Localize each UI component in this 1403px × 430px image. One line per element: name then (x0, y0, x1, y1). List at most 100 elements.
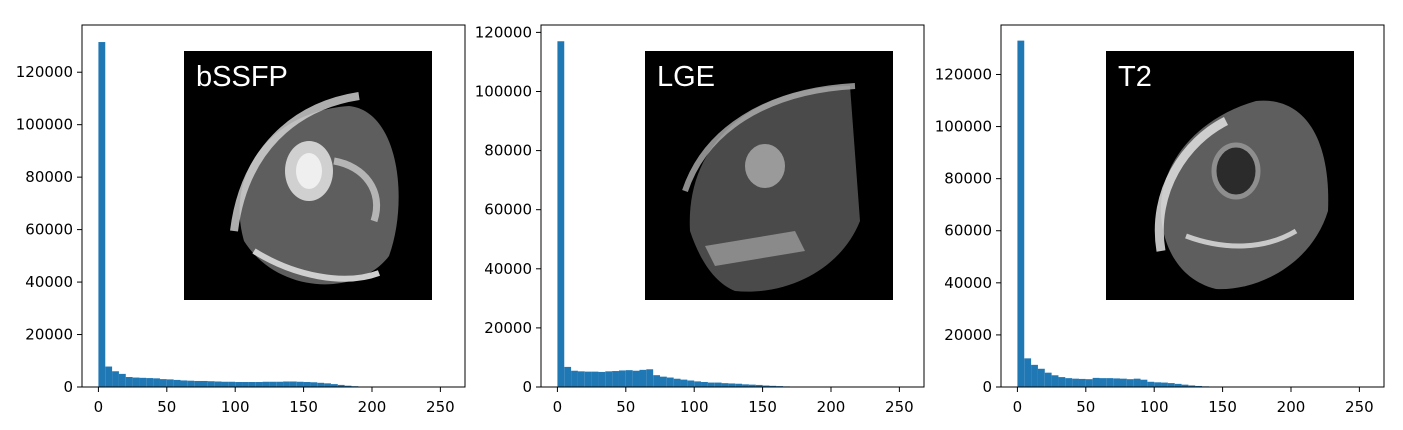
histogram-bar (735, 383, 743, 387)
histogram-bar (1044, 372, 1052, 387)
histogram-bar (584, 371, 592, 387)
histogram-bar (180, 380, 188, 387)
histogram-bar (1126, 379, 1134, 387)
plot-frame (540, 24, 925, 388)
x-tick-label: 100 (221, 398, 250, 416)
histogram-bar (1174, 383, 1182, 387)
histogram-bar (1167, 383, 1175, 387)
x-tick-label: 250 (1345, 398, 1374, 416)
histogram-bar (118, 373, 126, 387)
x-tick-label: 150 (1208, 398, 1237, 416)
y-tick-label: 120000 (935, 65, 992, 83)
y-tick-label: 20000 (944, 326, 992, 344)
bssfp-histogram: bSSFP 0 50 100 150 200 250 0 20000 40000 60000 8000… (16, 24, 466, 416)
y-tick-label: 120000 (16, 63, 73, 81)
histogram-bar (187, 380, 195, 387)
histogram-bar (694, 381, 702, 387)
x-tick-label: 100 (680, 398, 709, 416)
histogram-bar (598, 371, 606, 387)
y-tick-label: 80000 (25, 168, 73, 186)
histogram-bar (221, 381, 229, 387)
histogram-bar (207, 381, 215, 387)
y-tick-label: 20000 (25, 326, 73, 344)
histogram-bar (1085, 379, 1093, 387)
histogram-bar (618, 370, 626, 387)
x-tick-label: 150 (748, 398, 777, 416)
histogram-bar (639, 369, 647, 387)
histogram-bar (1065, 378, 1073, 387)
histogram-bar (748, 384, 756, 387)
histogram-bar (1017, 40, 1025, 387)
t2-label: T2 (1118, 61, 1152, 93)
y-tick-label: 0 (63, 378, 73, 396)
histogram-bar (269, 381, 277, 387)
histogram-bar (303, 382, 311, 387)
x-tick-label: 250 (885, 398, 914, 416)
histogram-bar (762, 385, 770, 387)
histogram-bar (1106, 378, 1114, 387)
histogram-bar (591, 371, 599, 387)
histogram-bar (1188, 385, 1196, 387)
histogram-bar (1037, 368, 1045, 387)
histogram-bar (721, 383, 729, 387)
histogram-bar (1195, 385, 1203, 387)
histogram-bar (742, 384, 749, 387)
x-tick-label: 50 (616, 398, 635, 416)
histogram-bars (557, 41, 804, 388)
histogram-bar (159, 379, 167, 387)
histogram-bar (646, 369, 654, 387)
histogram-bar (194, 380, 202, 387)
histogram-bar (296, 381, 304, 387)
y-tick-label: 120000 (475, 23, 532, 41)
x-tick-label: 50 (1076, 398, 1095, 416)
x-tick-label: 200 (817, 398, 846, 416)
plot-frame (81, 24, 466, 388)
lge-histogram: LGE 0 50 100 150 200 250 0 20000 40000 60000 80000 1… (475, 23, 925, 416)
x-tick-label: 200 (358, 398, 387, 416)
histogram-bar (605, 371, 613, 387)
histogram-bar (173, 379, 181, 387)
histogram-bar (337, 384, 345, 387)
y-tick-label: 100000 (475, 82, 532, 100)
histogram-bar (714, 382, 722, 387)
histogram-bar (1181, 384, 1189, 387)
histogram-bar (1058, 377, 1066, 387)
x-tick-label: 200 (1277, 398, 1306, 416)
y-tick-label: 100000 (16, 116, 73, 134)
histogram-bar (283, 381, 290, 387)
y-tick-label: 80000 (484, 142, 532, 160)
histogram-bar (1161, 382, 1168, 387)
x-tick-label: 0 (94, 398, 104, 416)
histogram-bar (228, 381, 236, 387)
x-tick-label: 100 (1140, 398, 1169, 416)
histogram-bar (146, 378, 154, 387)
histogram-bar (214, 381, 222, 387)
histogram-bar (701, 381, 708, 387)
histogram-bar (707, 382, 715, 387)
histogram-bar (1099, 378, 1107, 387)
histogram-bar (1024, 358, 1032, 387)
histogram-bar (1113, 378, 1121, 387)
t2-mri-image (1106, 51, 1354, 300)
bssfp-label: bSSFP (196, 61, 288, 93)
histogram-bar (653, 375, 661, 387)
histogram-bar (289, 381, 297, 387)
histogram-bar (612, 371, 619, 387)
x-tick-label: 250 (426, 398, 455, 416)
y-tick-label: 60000 (484, 201, 532, 219)
y-tick-label: 40000 (484, 260, 532, 278)
histogram-bar (769, 385, 777, 387)
y-tick-label: 80000 (944, 170, 992, 188)
histogram-bar (344, 385, 352, 387)
y-tick-label: 60000 (944, 222, 992, 240)
x-tick-label: 0 (553, 398, 563, 416)
x-tick-label: 0 (1013, 398, 1023, 416)
histogram-bar (317, 382, 325, 387)
histogram-bar (666, 377, 674, 387)
histogram-bar (255, 382, 263, 387)
histogram-bar (166, 379, 174, 387)
histogram-bar (105, 366, 113, 387)
x-tick-label: 50 (157, 398, 176, 416)
histogram-bar (153, 378, 160, 387)
